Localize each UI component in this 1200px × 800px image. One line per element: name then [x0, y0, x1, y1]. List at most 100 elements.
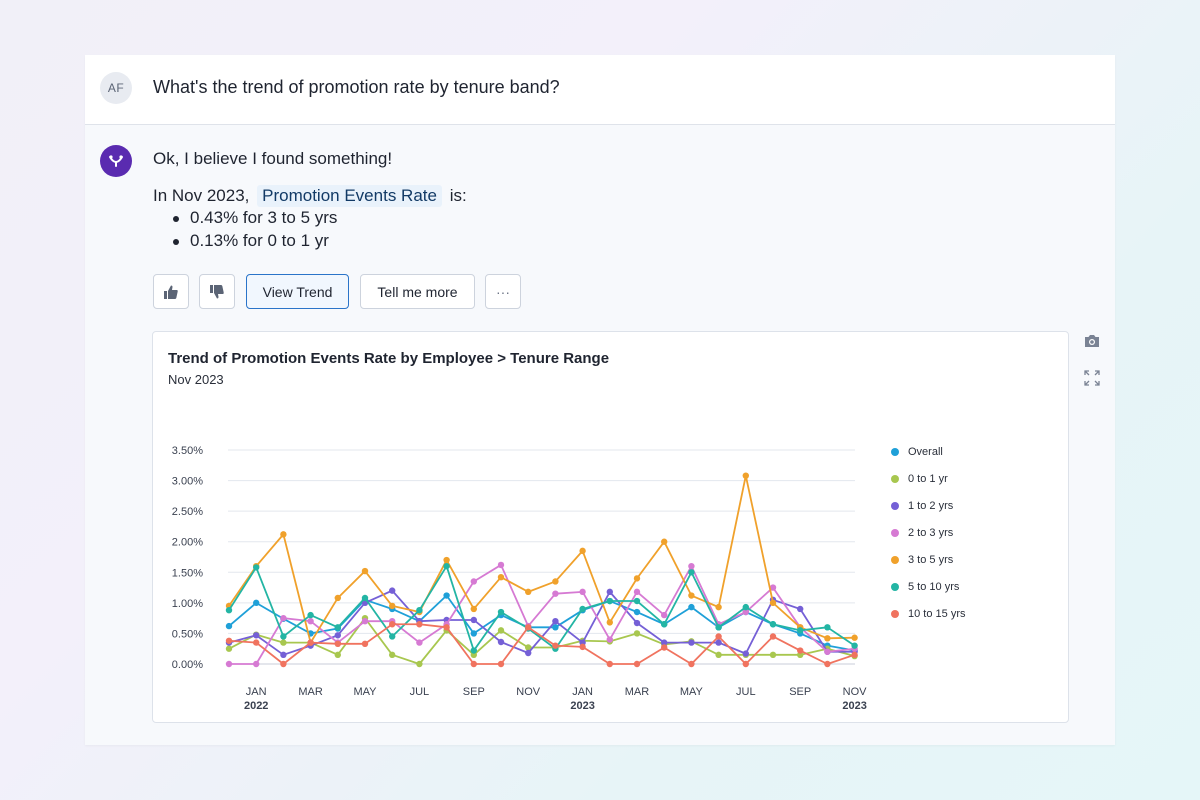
data-point[interactable]: [769, 584, 777, 591]
data-point[interactable]: [688, 639, 695, 646]
data-point[interactable]: [416, 660, 423, 668]
data-point[interactable]: [307, 611, 314, 619]
data-point[interactable]: [525, 649, 532, 657]
data-point[interactable]: [225, 606, 233, 614]
data-point[interactable]: [280, 633, 287, 640]
data-point[interactable]: [361, 618, 369, 625]
data-point[interactable]: [606, 636, 613, 643]
data-point[interactable]: [742, 660, 749, 668]
data-point[interactable]: [389, 651, 396, 659]
data-point[interactable]: [225, 637, 233, 644]
data-point[interactable]: [742, 603, 749, 611]
data-point[interactable]: [769, 599, 777, 607]
data-point[interactable]: [253, 660, 260, 668]
data-point[interactable]: [470, 616, 477, 624]
data-point[interactable]: [497, 638, 505, 646]
data-point[interactable]: [552, 578, 559, 585]
data-point[interactable]: [579, 588, 586, 596]
more-options-button[interactable]: ···: [485, 274, 521, 309]
data-point[interactable]: [824, 624, 831, 631]
data-point[interactable]: [416, 606, 423, 614]
data-point[interactable]: [688, 562, 695, 570]
data-point[interactable]: [851, 634, 858, 641]
data-point[interactable]: [334, 624, 341, 631]
data-point[interactable]: [470, 660, 477, 668]
legend-item[interactable]: 10 to 15 yrs: [891, 600, 965, 627]
data-point[interactable]: [443, 562, 450, 570]
data-point[interactable]: [579, 643, 586, 651]
data-point[interactable]: [606, 660, 613, 668]
camera-button[interactable]: [1082, 331, 1102, 351]
data-point[interactable]: [797, 647, 804, 654]
series-5-to-10-yrs[interactable]: [225, 562, 858, 654]
series-line[interactable]: [228, 617, 855, 665]
data-point[interactable]: [579, 605, 586, 613]
data-point[interactable]: [443, 624, 450, 631]
data-point[interactable]: [552, 624, 559, 631]
data-point[interactable]: [797, 605, 804, 613]
data-point[interactable]: [443, 592, 450, 599]
data-point[interactable]: [633, 575, 641, 582]
data-point[interactable]: [225, 660, 233, 668]
series-line[interactable]: [228, 594, 855, 652]
series-line[interactable]: [228, 623, 855, 665]
data-point[interactable]: [470, 578, 477, 585]
data-point[interactable]: [633, 619, 641, 627]
data-point[interactable]: [525, 588, 532, 596]
data-point[interactable]: [661, 639, 668, 646]
data-point[interactable]: [715, 624, 722, 631]
data-point[interactable]: [606, 588, 613, 596]
data-point[interactable]: [715, 651, 722, 659]
data-point[interactable]: [797, 627, 804, 634]
data-point[interactable]: [851, 651, 858, 659]
view-trend-button[interactable]: View Trend: [246, 274, 349, 309]
data-point[interactable]: [280, 660, 287, 668]
data-point[interactable]: [497, 573, 505, 581]
thumbs-down-button[interactable]: [199, 274, 235, 309]
data-point[interactable]: [661, 644, 668, 651]
data-point[interactable]: [633, 630, 641, 637]
data-point[interactable]: [688, 660, 695, 668]
data-point[interactable]: [742, 608, 749, 616]
data-point[interactable]: [470, 605, 477, 613]
data-point[interactable]: [742, 472, 749, 479]
data-point[interactable]: [769, 651, 777, 659]
data-point[interactable]: [253, 564, 260, 571]
legend-item[interactable]: 5 to 10 yrs: [891, 573, 965, 600]
thumbs-up-button[interactable]: [153, 274, 189, 309]
data-point[interactable]: [416, 639, 423, 646]
data-point[interactable]: [661, 621, 668, 628]
data-point[interactable]: [661, 538, 668, 545]
data-point[interactable]: [361, 640, 369, 648]
data-point[interactable]: [715, 603, 722, 611]
data-point[interactable]: [525, 624, 532, 631]
data-point[interactable]: [661, 611, 668, 619]
data-point[interactable]: [416, 621, 423, 628]
data-point[interactable]: [824, 660, 831, 668]
data-point[interactable]: [470, 647, 477, 654]
series-10-to-15-yrs[interactable]: [225, 621, 858, 668]
data-point[interactable]: [307, 639, 314, 646]
legend-item[interactable]: 0 to 1 yr: [891, 465, 965, 492]
data-point[interactable]: [688, 569, 695, 576]
legend-item[interactable]: 1 to 2 yrs: [891, 492, 965, 519]
data-point[interactable]: [824, 635, 831, 642]
data-point[interactable]: [742, 650, 749, 657]
expand-button[interactable]: [1082, 368, 1102, 388]
data-point[interactable]: [361, 594, 369, 602]
series-line[interactable]: [228, 565, 856, 652]
data-point[interactable]: [334, 632, 341, 639]
data-point[interactable]: [851, 642, 858, 649]
data-point[interactable]: [552, 642, 559, 649]
data-point[interactable]: [389, 633, 396, 640]
data-point[interactable]: [334, 594, 341, 602]
series-2-to-3-yrs[interactable]: [225, 561, 858, 668]
data-point[interactable]: [497, 660, 505, 668]
data-point[interactable]: [225, 645, 233, 652]
data-point[interactable]: [253, 599, 260, 607]
data-point[interactable]: [769, 633, 777, 640]
data-point[interactable]: [470, 630, 477, 637]
data-point[interactable]: [280, 614, 287, 622]
legend-item[interactable]: 3 to 5 yrs: [891, 546, 965, 573]
data-point[interactable]: [769, 621, 777, 628]
